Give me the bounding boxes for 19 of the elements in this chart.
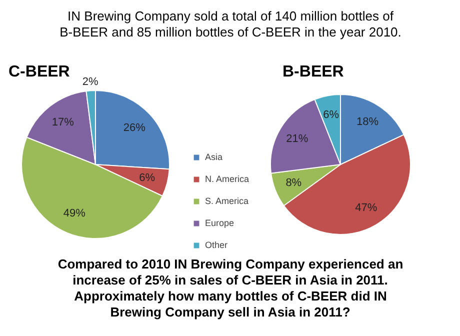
data-label: 49%: [63, 207, 86, 220]
chart-title: C-BEER: [8, 64, 70, 80]
data-label: 2%: [82, 76, 98, 88]
legend-label: N. America: [205, 174, 250, 184]
text: IN Brewing Company sold a total of 140 million bottles of B-BEER and 85 million bottles of C-BEER in the year 2010.: [60, 8, 402, 40]
text: Compared to 2010 IN Brewing Company experienced an increase of 25% in sales of C-BEER in Asia in 2011. Approximately how many bottles of C-BEER did IN Brewing Company sell in Asia in 2011?: [58, 256, 404, 320]
data-label: 18%: [356, 116, 379, 128]
data-label: 21%: [286, 132, 308, 145]
data-label: 6%: [323, 108, 340, 121]
legend-label: Other: [205, 240, 228, 250]
legend-label: Europe: [205, 218, 234, 228]
legend-label: Asia: [205, 152, 224, 162]
data-label: 17%: [52, 116, 74, 128]
legend-label: S. America: [205, 196, 249, 206]
data-label: 26%: [123, 122, 146, 134]
data-label: 8%: [286, 177, 302, 190]
data-label: 6%: [139, 172, 156, 184]
chart-title: B-BEER: [282, 64, 344, 80]
data-label: 47%: [355, 202, 378, 214]
